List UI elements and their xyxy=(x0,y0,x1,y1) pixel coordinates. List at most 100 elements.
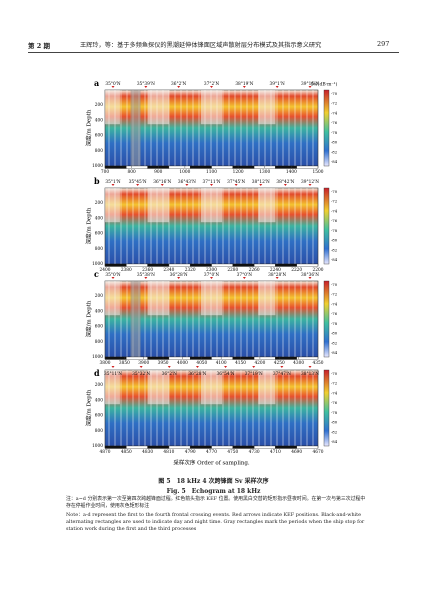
note-zh: 注：a~d 分别表示第一次至第四次跨越锋面过程。红色箭头指示 KEF 位置。使用… xyxy=(66,496,366,509)
colorbar xyxy=(323,89,330,167)
latitude-label: 35°39'N xyxy=(137,82,155,87)
kef-arrow xyxy=(111,86,115,88)
colorbar-tick: -72 xyxy=(331,292,338,297)
x-tick-label: 4850 xyxy=(121,450,132,455)
kef-arrow xyxy=(111,277,115,279)
day-night-bar xyxy=(190,165,212,169)
kef-arrow xyxy=(308,184,312,186)
kef-arrow xyxy=(252,366,256,368)
day-night-bar xyxy=(275,356,297,360)
x-axis-label: 采样次序 Order of sampling. xyxy=(173,459,250,467)
depth-tick: 400 xyxy=(95,216,103,221)
x-tick-label: 4870 xyxy=(100,450,111,455)
day-night-bar xyxy=(232,356,255,360)
colorbar-tick: -80 xyxy=(331,331,338,336)
x-tick-label: 4790 xyxy=(185,450,196,455)
figure: a 35°0'N 35°39'N 36°2'N 37°2'N 38°19'N 39°1'N 3… xyxy=(85,78,338,467)
day-night-bar xyxy=(253,356,276,360)
x-tick-label: 2360 xyxy=(142,268,153,273)
panel-label: d xyxy=(94,368,100,378)
panel-label: c xyxy=(94,269,99,279)
depth-tick: 200 xyxy=(95,103,103,108)
kef-arrow xyxy=(111,366,115,368)
x-tick-label: 4710 xyxy=(270,450,281,455)
x-tick-label: 1300 xyxy=(259,170,270,175)
x-tick-label: 2400 xyxy=(100,268,111,273)
x-tick-label: 1200 xyxy=(233,170,244,175)
latitude-label: 37°11'N xyxy=(202,180,220,185)
night-shade xyxy=(147,188,169,223)
kef-arrow xyxy=(275,86,279,88)
colorbar-tick: -76 xyxy=(331,120,338,125)
kef-arrow xyxy=(185,184,189,186)
latitude-label: 37°0'N xyxy=(204,273,220,278)
day-night-bar xyxy=(211,263,233,267)
depth-tick: 800 xyxy=(95,340,103,345)
x-tick-label: 4770 xyxy=(206,450,217,455)
night-shade xyxy=(105,90,120,125)
day-night-bar xyxy=(104,165,127,169)
day-night-bar xyxy=(126,263,148,267)
panel-label: a xyxy=(94,78,99,88)
colorbar-tick: -80 xyxy=(331,140,338,145)
depth-tick: 600 xyxy=(95,134,103,139)
kef-arrow xyxy=(308,277,312,279)
day-night-bar xyxy=(126,356,148,360)
latitude-label: 36°43'N xyxy=(178,180,196,185)
x-tick-label: 4830 xyxy=(142,450,153,455)
x-tick-label: 1400 xyxy=(286,170,297,175)
x-tick-label: 1000 xyxy=(179,170,190,175)
colorbar-tick: -74 xyxy=(331,390,338,395)
colorbar-tick: -70 xyxy=(331,189,338,194)
day-night-bar xyxy=(104,445,127,449)
kef-arrow xyxy=(308,366,312,368)
night-shade xyxy=(105,370,120,405)
panel-label: b xyxy=(94,176,100,186)
y-axis-label: 深度/m Depth xyxy=(85,207,93,244)
day-night-bar xyxy=(232,165,255,169)
caption-zh: 图 5 18 kHz 4 次跨锋面 Sv 采样次序 xyxy=(158,478,269,485)
kef-arrow xyxy=(242,277,246,279)
depth-tick: 800 xyxy=(95,149,103,154)
day-night-bar xyxy=(253,445,276,449)
x-tick-label: 1100 xyxy=(206,170,217,175)
night-shade xyxy=(200,281,223,316)
day-night-bar xyxy=(147,263,170,267)
note-en: Note：a-d represent the first to the four… xyxy=(66,512,365,532)
x-tick-label: 2280 xyxy=(227,268,238,273)
colorbar-tick: -84 xyxy=(331,257,338,262)
colorbar xyxy=(323,369,330,447)
x-tick-label: 4000 xyxy=(177,361,188,366)
latitude-label: 39°1'N xyxy=(270,82,286,87)
night-shade xyxy=(105,281,120,316)
x-tick-label: 4050 xyxy=(196,361,207,366)
day-night-bar xyxy=(296,165,319,169)
kef-arrow xyxy=(259,184,263,186)
kef-arrow xyxy=(224,366,228,368)
caption-en: Fig. 5 Echogram at 18 kHz xyxy=(166,488,261,495)
kef-arrow xyxy=(167,366,171,368)
depth-tick: 600 xyxy=(95,414,103,419)
colorbar-tick: -84 xyxy=(331,350,338,355)
depth-tick: 1000 xyxy=(92,164,103,169)
day-night-bar xyxy=(147,445,170,449)
night-shade xyxy=(105,188,120,223)
depth-tick: 400 xyxy=(95,398,103,403)
kef-arrow xyxy=(242,86,246,88)
day-night-bar xyxy=(296,263,319,267)
day-night-bar xyxy=(190,263,212,267)
latitude-label: 37°45'N xyxy=(227,180,245,185)
colorbar-tick: -82 xyxy=(331,429,338,434)
x-tick-label: 3800 xyxy=(100,361,111,366)
night-shade xyxy=(200,370,223,405)
issue: 第 2 期 xyxy=(28,42,51,50)
y-axis-label: 深度/m Depth xyxy=(85,109,93,146)
kef-arrow xyxy=(111,184,115,186)
day-night-bar xyxy=(296,356,319,360)
latitude-label: 35°0'N xyxy=(105,82,121,87)
x-tick-label: 4690 xyxy=(291,450,302,455)
x-tick-label: 4810 xyxy=(163,450,174,455)
depth-tick: 400 xyxy=(95,309,103,314)
kef-arrow xyxy=(136,184,140,186)
night-shade xyxy=(258,370,276,405)
